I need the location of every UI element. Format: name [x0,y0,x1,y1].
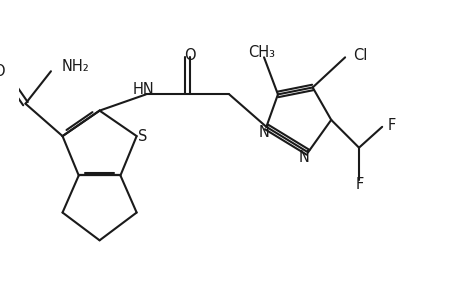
Text: N: N [298,150,309,165]
Text: S: S [137,129,146,144]
Text: O: O [0,64,5,79]
Text: F: F [387,118,395,133]
Text: Cl: Cl [353,47,367,62]
Text: O: O [184,47,196,62]
Text: NH₂: NH₂ [61,59,89,74]
Text: N: N [258,125,269,140]
Text: HN: HN [133,82,154,97]
Text: F: F [355,177,363,192]
Text: CH₃: CH₃ [248,45,274,60]
